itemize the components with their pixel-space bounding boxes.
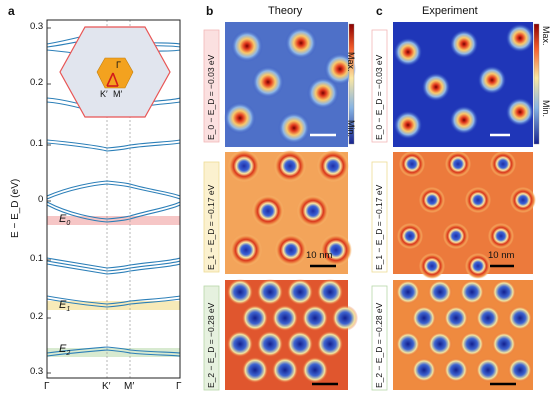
y-tick-label: 0.2 <box>30 311 44 322</box>
colorbar-experiment-max: Max. <box>541 26 551 46</box>
colorbar-theory-min: Min. <box>346 120 356 138</box>
y-tick-label: 0.1 <box>30 138 44 149</box>
x-tick-label: Γ <box>44 381 50 392</box>
panel-letter-b: b <box>206 4 214 18</box>
panel-letter-c: c <box>376 4 383 18</box>
colorbar-theory-max: Max. <box>346 52 356 72</box>
panel-letter-a: a <box>8 4 15 18</box>
row-label-e2-experiment: E_2 − E_D = −0.28 eV <box>374 302 384 388</box>
y-tick-label: 0.3 <box>30 21 44 32</box>
e1-highlight <box>47 301 180 310</box>
e0-highlight <box>47 216 180 225</box>
y-tick-label: 0.1 <box>30 253 44 264</box>
panel-heading-theory: Theory <box>268 5 303 17</box>
row-label-e0-experiment: E_0 − E_D = −0.03 eV <box>374 54 384 140</box>
row-label-e1-theory: E_1 − E_D = −0.17 eV <box>206 184 216 270</box>
energy-label-e2: E2 <box>59 343 71 358</box>
e2-highlight <box>47 348 180 357</box>
x-tick-label: Γ <box>176 381 182 392</box>
colorbar-experiment-min: Min. <box>541 100 551 118</box>
inset-k-label: K′ <box>100 89 108 99</box>
colorbar-experiment <box>533 23 540 145</box>
energy-label-e1: E1 <box>59 299 71 314</box>
panel-heading-experiment: Experiment <box>422 5 478 17</box>
scale-bar-label-experiment: 10 nm <box>488 250 515 261</box>
x-tick-label: M′ <box>124 381 135 392</box>
y-tick-label: 0.3 <box>30 366 44 377</box>
brillouin-zone-inset <box>59 26 171 118</box>
scale-bar-label-theory: 10 nm <box>306 250 333 261</box>
row-label-e0-theory: E_0 − E_D = −0.03 eV <box>206 54 216 140</box>
row-label-e1-experiment: E_1 − E_D = −0.17 eV <box>374 184 384 270</box>
inset-gamma-label: Γ <box>116 60 121 70</box>
inset-m-label: M′ <box>113 89 123 99</box>
energy-label-e0: E0 <box>59 213 71 228</box>
colorbar-theory <box>348 23 355 145</box>
x-tick-label: K′ <box>102 381 111 392</box>
row-label-e2-theory: E_2 − E_D = −0.28 eV <box>206 302 216 388</box>
y-tick-label: 0 <box>38 194 44 205</box>
y-tick-label: 0.2 <box>30 77 44 88</box>
